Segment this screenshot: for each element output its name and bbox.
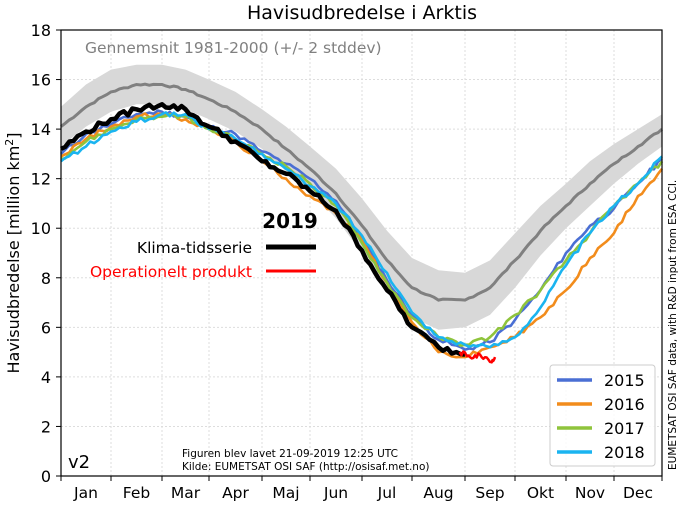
climatology-mean-line (60, 82, 664, 302)
y-axis: 0 2 4 6 8 10 12 14 16 18 (31, 21, 61, 486)
y-tick-label: 18 (31, 21, 51, 40)
x-tick-label: Jan (73, 484, 98, 502)
y-tick-label: 16 (31, 71, 51, 90)
x-tick-label: Maj (272, 484, 299, 502)
y-axis-label-base: Havisudbredelse [million km (4, 146, 23, 374)
climatology-label: Gennemsnit 1981-2000 (+/- 2 stddev) (85, 39, 382, 57)
version-label: v2 (68, 452, 90, 473)
y-axis-label: Havisudbredelse [million km2] (3, 132, 23, 373)
y-tick-label: 0 (41, 467, 51, 486)
y-tick-label: 10 (31, 219, 51, 238)
created-note: Figuren blev lavet 21-09-2019 12:25 UTC (182, 448, 398, 460)
y-axis-label-end: ] (4, 132, 23, 138)
x-tick-label: Aug (423, 484, 453, 502)
series-line-2018 (60, 111, 663, 349)
credit-note: EUMETSAT OSI SAF data, with R&D input fr… (667, 180, 679, 470)
legend-label-2018: 2018 (604, 443, 645, 462)
x-tick-label: Dec (623, 484, 653, 502)
year-heading: 2019 (262, 209, 318, 233)
series-line-2019-operationelt-produkt (458, 350, 497, 364)
legend-box (549, 364, 656, 467)
x-tick-label: Feb (123, 484, 150, 502)
legend-label-2016: 2016 (604, 395, 645, 414)
x-tick-label: Sep (475, 484, 504, 502)
x-tick-label: Nov (575, 484, 605, 502)
chart-title: Havisudbredelse i Arktis (247, 2, 477, 24)
y-tick-label: 2 (41, 417, 51, 436)
source-note: Kilde: EUMETSAT OSI SAF (http://osisaf.m… (182, 461, 429, 473)
y-axis-label-superscript: 2 (3, 139, 16, 146)
klima-label: Klima-tidsserie (137, 239, 252, 257)
y-tick-label: 8 (41, 269, 51, 288)
legend-label-2015: 2015 (604, 371, 645, 390)
x-tick-label: Jun (323, 484, 348, 502)
y-tick-label: 6 (41, 318, 51, 337)
x-tick-label: Apr (222, 484, 249, 502)
series-line-2017 (60, 113, 664, 348)
operational-label: Operationelt produkt (90, 263, 252, 281)
y-tick-label: 4 (41, 368, 51, 387)
series-line-2019-klima-tidsserie (60, 102, 466, 357)
series-lines (60, 82, 664, 364)
x-tick-label: Jul (377, 484, 397, 502)
legend-label-2017: 2017 (604, 419, 645, 438)
x-tick-label: Mar (171, 484, 201, 502)
y-tick-label: 12 (31, 170, 51, 189)
x-axis: Jan Feb Mar Apr Maj Jun Jul Aug Sep Okt Nov Dec (60, 476, 663, 502)
y-tick-label: 14 (31, 120, 51, 139)
x-tick-label: Okt (527, 484, 554, 502)
legend: 2015 2016 2017 2018 (549, 364, 656, 467)
